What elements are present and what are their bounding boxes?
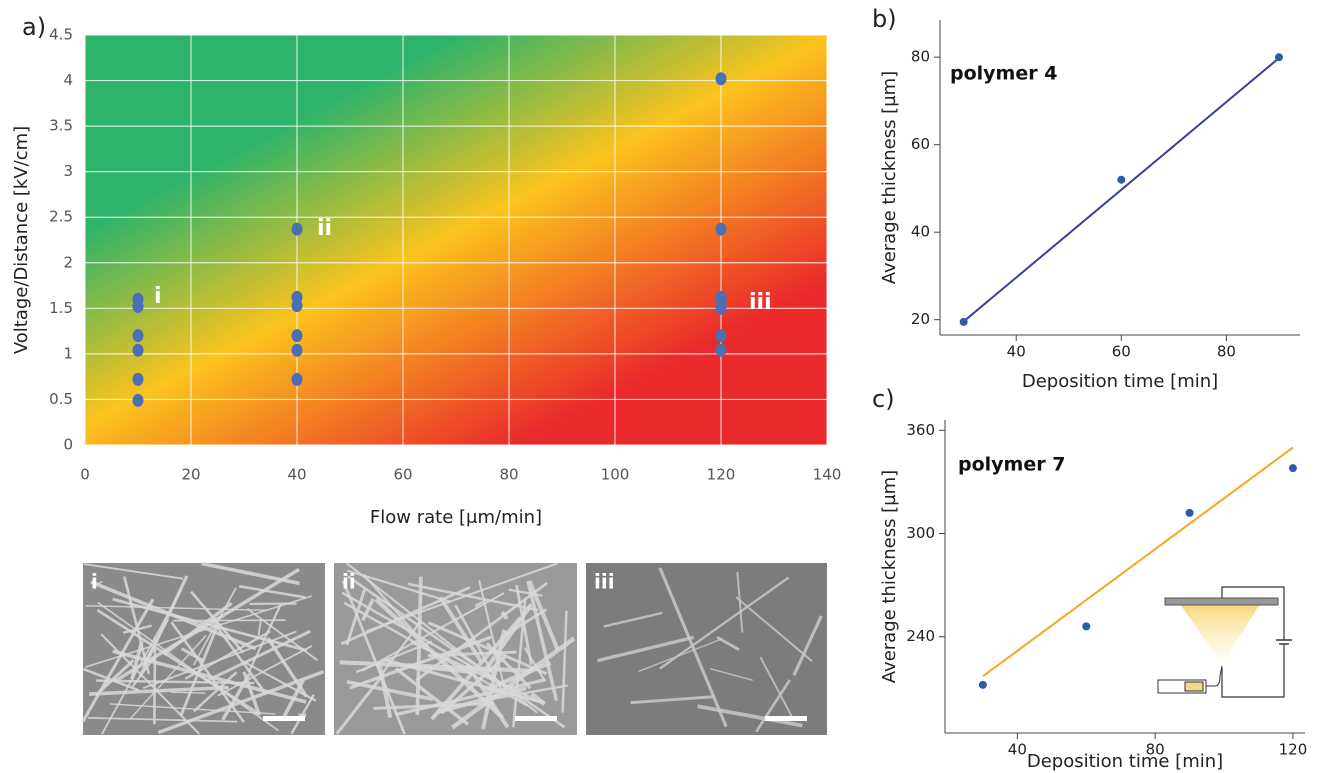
y-tick-label: 3 xyxy=(63,162,73,180)
x-axis-label: Deposition time [min] xyxy=(1022,371,1218,392)
y-tick-label: 360 xyxy=(906,421,935,439)
y-tick-label: 4.5 xyxy=(49,26,73,44)
scale-bar xyxy=(263,716,305,721)
y-axis-label: Average thickness [µm] xyxy=(879,470,900,683)
micrograph-label: ii xyxy=(342,570,356,594)
y-tick-label: 2.5 xyxy=(49,208,73,226)
annotation: iii xyxy=(749,290,772,315)
panel-label: a) xyxy=(22,13,46,41)
x-axis-label: Flow rate [μm/min] xyxy=(370,507,542,528)
x-tick-label: 80 xyxy=(1217,343,1236,361)
data-point xyxy=(292,329,303,342)
x-tick-label: 20 xyxy=(181,466,200,484)
data-point xyxy=(979,681,987,689)
y-tick-label: 80 xyxy=(911,48,930,66)
fit-line xyxy=(964,58,1279,321)
y-tick-label: 0 xyxy=(63,436,73,454)
x-tick-label: 120 xyxy=(707,466,736,484)
y-tick-label: 40 xyxy=(911,223,930,241)
y-tick-label: 2 xyxy=(63,253,73,271)
data-point xyxy=(133,373,144,386)
data-point xyxy=(133,300,144,313)
y-axis-label: Average thickness [µm] xyxy=(879,71,900,284)
data-point xyxy=(960,318,968,326)
y-tick-label: 4 xyxy=(63,71,73,89)
y-tick-label: 300 xyxy=(906,524,935,542)
x-tick-label: 80 xyxy=(499,466,518,484)
data-point xyxy=(133,344,144,357)
x-tick-label: 40 xyxy=(1008,741,1027,759)
data-point xyxy=(133,394,144,407)
data-point xyxy=(1186,509,1194,517)
y-tick-label: 0.5 xyxy=(49,390,73,408)
annotation: i xyxy=(154,284,162,309)
scale-bar xyxy=(515,716,557,721)
fiber xyxy=(154,637,155,725)
data-point xyxy=(1275,53,1283,61)
y-tick-label: 1 xyxy=(63,344,73,362)
y-tick-label: 240 xyxy=(906,627,935,645)
x-tick-label: 60 xyxy=(393,466,412,484)
data-point xyxy=(716,302,727,315)
x-tick-label: 40 xyxy=(287,466,306,484)
data-point xyxy=(133,329,144,342)
y-tick-label: 60 xyxy=(911,135,930,153)
annotation: polymer 7 xyxy=(958,454,1065,476)
data-point xyxy=(716,344,727,357)
x-tick-label: 100 xyxy=(601,466,630,484)
micrograph-label: iii xyxy=(594,570,615,594)
annotation: polymer 4 xyxy=(950,63,1057,85)
x-tick-label: 120 xyxy=(1279,741,1308,759)
setup-schematic xyxy=(1158,587,1292,697)
data-point xyxy=(716,223,727,236)
micrograph: iii xyxy=(586,563,827,735)
data-point xyxy=(292,373,303,386)
data-point xyxy=(292,344,303,357)
x-axis-label: Deposition time [min] xyxy=(1027,751,1223,772)
y-axis-label: Voltage/Distance [kV/cm] xyxy=(11,126,32,354)
x-tick-label: 60 xyxy=(1112,343,1131,361)
x-tick-label: 0 xyxy=(80,466,90,484)
annotation: ii xyxy=(317,216,332,241)
data-point xyxy=(1117,176,1125,184)
data-point xyxy=(292,223,303,236)
micrograph: ii xyxy=(334,563,577,735)
data-point xyxy=(1289,464,1297,472)
data-point xyxy=(716,329,727,342)
data-point xyxy=(716,72,727,85)
micrograph: i xyxy=(83,563,325,735)
y-tick-label: 1.5 xyxy=(49,299,73,317)
scale-bar xyxy=(765,716,807,721)
plot-background xyxy=(85,35,827,445)
fit-line xyxy=(983,448,1293,677)
panel-label: c) xyxy=(872,385,895,413)
x-tick-label: 40 xyxy=(1007,343,1026,361)
x-tick-label: 140 xyxy=(813,466,842,484)
y-tick-label: 3.5 xyxy=(49,117,73,135)
panel-label: b) xyxy=(872,5,897,33)
data-point xyxy=(292,299,303,312)
figure: 0 0.5 1 1.5 2 2.5 3 3.5 4 4.5 0 20 40 60 80 100 120 140 a)… xyxy=(0,0,1319,773)
micrograph-label: i xyxy=(91,570,98,594)
y-tick-label: 20 xyxy=(911,310,930,328)
data-point xyxy=(1082,622,1090,630)
